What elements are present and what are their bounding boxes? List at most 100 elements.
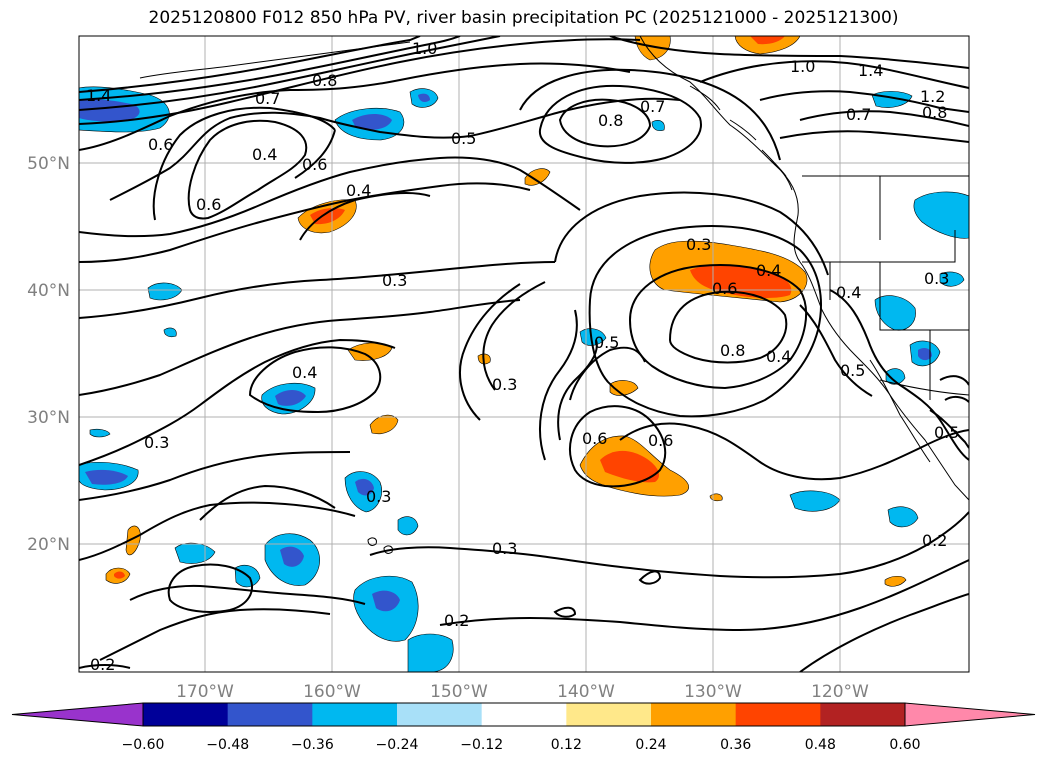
contour-line bbox=[538, 84, 702, 164]
contour-line bbox=[167, 563, 253, 613]
contour-label: 0.6 bbox=[582, 429, 607, 448]
contour-line bbox=[553, 606, 577, 618]
contour-line bbox=[628, 264, 808, 390]
shade-negative-core bbox=[352, 114, 392, 130]
shade-positive-core bbox=[114, 571, 125, 579]
shade-positive-core bbox=[750, 36, 785, 45]
shade-negative bbox=[397, 516, 419, 536]
colorbar-segment bbox=[397, 703, 483, 726]
coastline-north-america bbox=[639, 36, 969, 501]
contour-label: 0.3 bbox=[144, 433, 169, 452]
colorbar-segment bbox=[735, 703, 821, 726]
contour-line bbox=[558, 98, 652, 148]
contour-line bbox=[939, 375, 969, 403]
contour-line bbox=[79, 261, 556, 319]
contour-label: 0.6 bbox=[712, 279, 737, 298]
shade-negative bbox=[407, 633, 454, 672]
contour-label: 0.8 bbox=[720, 341, 745, 360]
contour-line bbox=[779, 130, 969, 143]
contour-label: 0.2 bbox=[444, 611, 469, 630]
contour-label: 1.0 bbox=[412, 39, 437, 58]
contour-line bbox=[519, 68, 781, 161]
shade-negative bbox=[913, 191, 969, 239]
shade-positive bbox=[125, 525, 141, 556]
contour-label: 0.8 bbox=[922, 103, 947, 122]
contour-label: 1.2 bbox=[920, 87, 945, 106]
shade-negative bbox=[887, 506, 919, 528]
border-us-states bbox=[802, 176, 969, 400]
contour-line bbox=[619, 422, 969, 481]
contour-line bbox=[79, 182, 531, 263]
contour-label: 1.4 bbox=[86, 86, 111, 105]
contour-label: 0.3 bbox=[924, 269, 949, 288]
contour-line bbox=[829, 289, 969, 461]
colorbar: −0.60 −0.48 −0.36 −0.24 −0.12 0.12 0.24 … bbox=[11, 702, 1036, 753]
contour-line bbox=[199, 484, 336, 521]
contour-line bbox=[759, 90, 969, 113]
coastline-vancouver bbox=[769, 159, 793, 191]
contour-line bbox=[79, 156, 581, 238]
contour-label: 0.4 bbox=[756, 261, 781, 280]
shade-negative-core bbox=[275, 390, 306, 406]
contour-label-group: 1.4 1.0 0.8 0.7 0.6 0.6 0.4 0.6 0.5 0.8 … bbox=[86, 39, 959, 674]
contour-label: 0.3 bbox=[366, 487, 391, 506]
contour-line bbox=[79, 36, 501, 111]
shade-positive bbox=[609, 380, 639, 396]
contour-line bbox=[79, 338, 396, 466]
contour-label: 0.6 bbox=[302, 155, 327, 174]
colorbar-tick-label: 0.48 bbox=[805, 737, 836, 753]
colorbar-tick-label: −0.48 bbox=[206, 737, 249, 753]
contour-label: 0.4 bbox=[346, 181, 371, 200]
contour-line bbox=[569, 405, 667, 488]
coastlines bbox=[139, 36, 969, 554]
shade-negative bbox=[89, 428, 111, 438]
contour-label: 0.5 bbox=[451, 129, 476, 148]
contour-line bbox=[799, 593, 969, 672]
contour-line bbox=[609, 36, 969, 69]
shade-positive-core bbox=[310, 207, 345, 225]
contour-line bbox=[187, 119, 308, 220]
contour-line bbox=[588, 225, 822, 418]
lat-label-50n: 50°N bbox=[27, 154, 70, 174]
colorbar-segment bbox=[566, 703, 652, 726]
contour-label: 0.3 bbox=[492, 375, 517, 394]
contour-line bbox=[79, 36, 461, 101]
lat-label-30n: 30°N bbox=[27, 408, 70, 428]
contour-label: 0.7 bbox=[255, 89, 280, 108]
contour-label: 0.4 bbox=[292, 363, 317, 382]
contour-label: 0.2 bbox=[90, 655, 115, 674]
contour-line bbox=[668, 290, 788, 364]
coastline-baja bbox=[869, 359, 931, 463]
lon-label-130w: 130°W bbox=[684, 682, 742, 702]
contour-line bbox=[152, 106, 336, 221]
colorbar-segment bbox=[651, 703, 737, 726]
colorbar-segment bbox=[481, 703, 567, 726]
map-border bbox=[78, 35, 970, 673]
contour-line bbox=[129, 584, 366, 605]
lat-label-20n: 20°N bbox=[27, 535, 70, 555]
colorbar-tick-label: −0.24 bbox=[376, 737, 419, 753]
colorbar-segment bbox=[312, 703, 398, 726]
contour-line bbox=[109, 97, 681, 201]
shade-positive bbox=[884, 575, 907, 587]
contour-line bbox=[79, 501, 356, 561]
map-title: 2025120800 F012 850 hPa PV, river basin … bbox=[148, 8, 899, 28]
contour-line bbox=[369, 511, 969, 579]
contour-label: 0.5 bbox=[594, 333, 619, 352]
contour-label: 0.4 bbox=[836, 283, 861, 302]
contour-line bbox=[699, 60, 969, 89]
contour-line bbox=[299, 192, 431, 241]
contour-line bbox=[79, 299, 521, 396]
colorbar-tick-label: 0.24 bbox=[635, 737, 666, 753]
latitude-labels: 50°N 40°N 30°N 20°N bbox=[27, 154, 70, 555]
contour-label: 0.8 bbox=[312, 71, 337, 90]
colorbar-segment bbox=[820, 703, 906, 726]
shade-negative-core bbox=[355, 478, 374, 496]
shade-positive bbox=[734, 36, 801, 55]
contour-label: 0.6 bbox=[148, 135, 173, 154]
contour-label: 0.2 bbox=[922, 531, 947, 550]
colorbar-extension-left bbox=[11, 702, 144, 727]
contour-line bbox=[248, 346, 382, 414]
shade-negative bbox=[939, 271, 965, 287]
